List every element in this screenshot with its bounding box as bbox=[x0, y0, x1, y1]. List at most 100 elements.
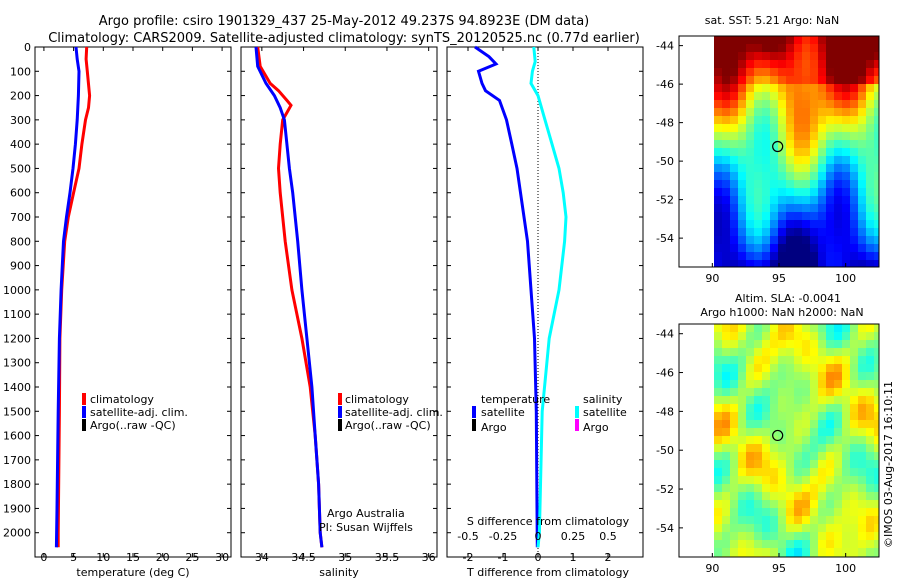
sla-cell bbox=[786, 332, 794, 340]
sla-cell bbox=[770, 388, 778, 396]
sla-cell bbox=[754, 540, 762, 548]
sla-cell bbox=[738, 372, 746, 380]
sla-cell bbox=[730, 500, 738, 508]
sst-cell bbox=[802, 148, 810, 156]
sst-cell bbox=[722, 260, 730, 267]
legend-swatch-climatology bbox=[82, 393, 86, 405]
sst-cell bbox=[754, 60, 762, 68]
sst-cell bbox=[754, 44, 762, 52]
sla-cell bbox=[746, 420, 754, 428]
sla-cell bbox=[810, 516, 818, 524]
sla-cell bbox=[874, 524, 879, 532]
sla-cell bbox=[834, 364, 842, 372]
sst-cell bbox=[802, 132, 810, 140]
sla-cell bbox=[874, 388, 879, 396]
difference-axes-frame bbox=[446, 46, 644, 558]
sla-map-title-1: Altim. SLA: -0.0041 bbox=[735, 292, 841, 305]
sla-cell bbox=[842, 444, 850, 452]
sla-cell bbox=[746, 428, 754, 436]
sla-cell bbox=[770, 540, 778, 548]
sla-cell bbox=[858, 508, 866, 516]
depth-tick-label: 1800 bbox=[3, 478, 31, 491]
sla-cell bbox=[834, 356, 842, 364]
sst-cell bbox=[794, 52, 802, 60]
sla-cell bbox=[866, 428, 874, 436]
sla-cell bbox=[746, 484, 754, 492]
sst-cell bbox=[770, 204, 778, 212]
sla-cell bbox=[794, 468, 802, 476]
sla-cell bbox=[858, 348, 866, 356]
sla-cell bbox=[770, 460, 778, 468]
sla-cell bbox=[738, 388, 746, 396]
sla-cell bbox=[866, 452, 874, 460]
sla-cell bbox=[722, 452, 730, 460]
sst-cell bbox=[746, 204, 754, 212]
sla-cell bbox=[858, 444, 866, 452]
sst-cell bbox=[778, 116, 786, 124]
sst-cell bbox=[762, 260, 770, 267]
sla-lon-ticks: 90 95 100 bbox=[705, 553, 856, 575]
sst-cell bbox=[762, 100, 770, 108]
sla-cell bbox=[818, 508, 826, 516]
sla-cell bbox=[722, 532, 730, 540]
sla-cell bbox=[874, 484, 879, 492]
sst-cell bbox=[850, 76, 858, 84]
sst-cell bbox=[738, 260, 746, 267]
sla-cell bbox=[874, 324, 879, 332]
sst-cell bbox=[866, 228, 874, 236]
sst-cell bbox=[746, 132, 754, 140]
sst-cell bbox=[730, 60, 738, 68]
sla-cell bbox=[714, 356, 722, 364]
sla-cell bbox=[762, 476, 770, 484]
sla-cell bbox=[874, 372, 879, 380]
sst-cell bbox=[762, 228, 770, 236]
sla-cell bbox=[810, 372, 818, 380]
sst-cell bbox=[754, 92, 762, 100]
sst-cell bbox=[858, 100, 866, 108]
sst-cell bbox=[818, 212, 826, 220]
sst-cell bbox=[754, 84, 762, 92]
sla-cell bbox=[874, 412, 879, 420]
sst-cell bbox=[834, 196, 842, 204]
sla-cell bbox=[794, 396, 802, 404]
sla-cell bbox=[818, 420, 826, 428]
sla-cell bbox=[866, 364, 874, 372]
sst-cell bbox=[786, 60, 794, 68]
sla-cell bbox=[786, 404, 794, 412]
sst-cell bbox=[738, 100, 746, 108]
sst-cell bbox=[866, 108, 874, 116]
sla-cell bbox=[858, 524, 866, 532]
sla-cell bbox=[794, 348, 802, 356]
sst-cell bbox=[730, 220, 738, 228]
sla-cell bbox=[858, 468, 866, 476]
sst-cell bbox=[746, 100, 754, 108]
sst-cell bbox=[714, 100, 722, 108]
sst-cell bbox=[850, 220, 858, 228]
sst-cell bbox=[818, 84, 826, 92]
sst-cell bbox=[738, 212, 746, 220]
sla-cell bbox=[842, 524, 850, 532]
sst-cell bbox=[858, 220, 866, 228]
sla-cell bbox=[850, 500, 858, 508]
x-tick-label: 2 bbox=[605, 551, 612, 564]
sst-cell bbox=[730, 244, 738, 252]
x-tick-label: 25 bbox=[185, 551, 199, 564]
sla-cell bbox=[762, 340, 770, 348]
s-diff-tick-label: 0.5 bbox=[599, 530, 617, 543]
sst-cell bbox=[818, 252, 826, 260]
sst-cell bbox=[778, 148, 786, 156]
sst-cell bbox=[714, 60, 722, 68]
sla-cell bbox=[874, 452, 879, 460]
sst-cell bbox=[746, 60, 754, 68]
sla-cell bbox=[850, 428, 858, 436]
sla-cell bbox=[794, 324, 802, 332]
sla-cell bbox=[770, 492, 778, 500]
sla-cell bbox=[818, 356, 826, 364]
sla-cell bbox=[778, 356, 786, 364]
sst-cell bbox=[818, 124, 826, 132]
sst-cell bbox=[778, 172, 786, 180]
sst-cell bbox=[722, 156, 730, 164]
sst-cell bbox=[786, 204, 794, 212]
sst-cell bbox=[730, 180, 738, 188]
sst-cell bbox=[842, 244, 850, 252]
